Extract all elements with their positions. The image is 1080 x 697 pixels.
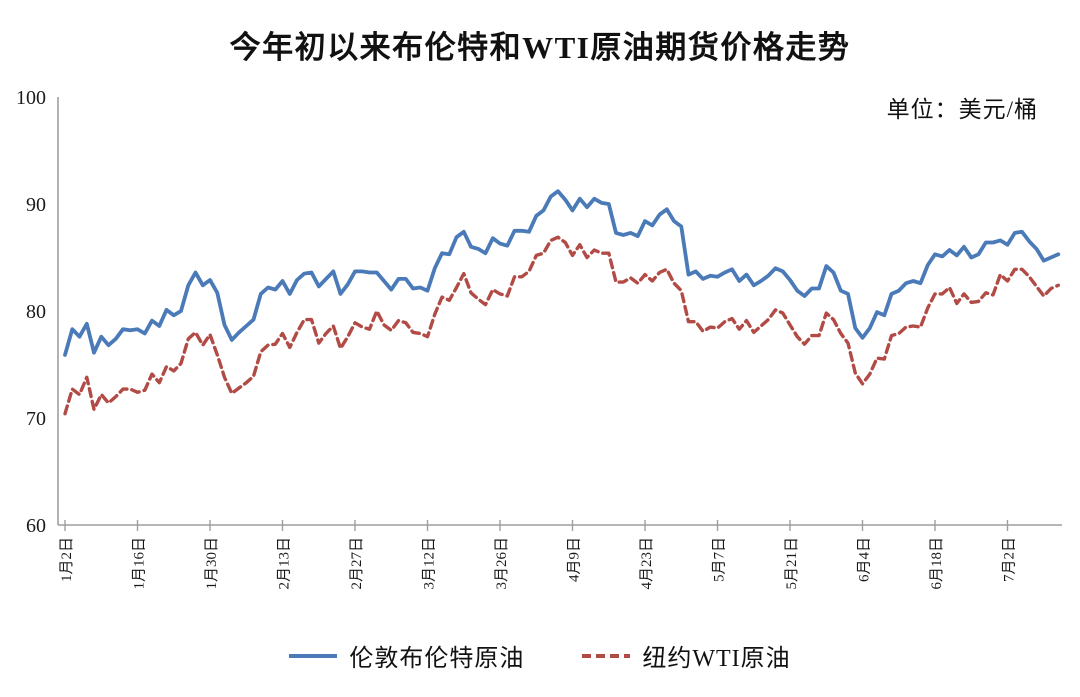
y-axis-tick-label: 80	[26, 301, 46, 323]
x-axis-tick-label: 1月16日	[132, 537, 148, 590]
x-axis-tick-label: 3月26日	[494, 537, 510, 590]
x-axis-tick-label: 7月2日	[1002, 537, 1018, 582]
x-axis-tick-label: 4月23日	[639, 537, 655, 590]
x-axis-tick-label: 5月7日	[712, 537, 728, 582]
brent-line-swatch	[289, 653, 338, 658]
x-axis-tick-label: 1月30日	[204, 537, 220, 590]
wti-line-swatch	[582, 653, 631, 658]
legend-label-brent: 伦敦布伦特原油	[349, 646, 525, 672]
y-axis-tick-label: 60	[26, 515, 46, 537]
x-axis-tick-label: 5月21日	[784, 537, 800, 590]
x-axis-tick-label: 4月9日	[567, 537, 583, 582]
chart-legend: 伦敦布伦特原油 纽约WTI原油	[0, 638, 1080, 673]
x-axis-tick-label: 3月12日	[422, 537, 438, 590]
x-axis-tick-label: 1月2日	[59, 537, 75, 582]
x-axis-tick-label: 6月4日	[857, 537, 873, 582]
brent-price-line	[63, 189, 1061, 357]
unit-label: 单位：美元/桶	[886, 97, 1038, 122]
x-axis-tick-label: 2月13日	[277, 537, 293, 590]
legend-item-brent: 伦敦布伦特原油	[289, 638, 524, 673]
page-title: 今年初以来布伦特和WTI原油期货价格走势	[229, 30, 851, 65]
y-axis-tick-label: 70	[26, 408, 46, 430]
y-axis-tick-label: 100	[16, 87, 46, 109]
x-axis-tick-label: 6月18日	[929, 537, 945, 590]
y-axis-tick-label: 90	[26, 194, 46, 216]
x-axis-tick-label: 2月27日	[349, 537, 365, 590]
legend-item-wti: 纽约WTI原油	[582, 638, 790, 673]
legend-label-wti: 纽约WTI原油	[642, 646, 791, 672]
wti-price-line	[63, 235, 1061, 416]
